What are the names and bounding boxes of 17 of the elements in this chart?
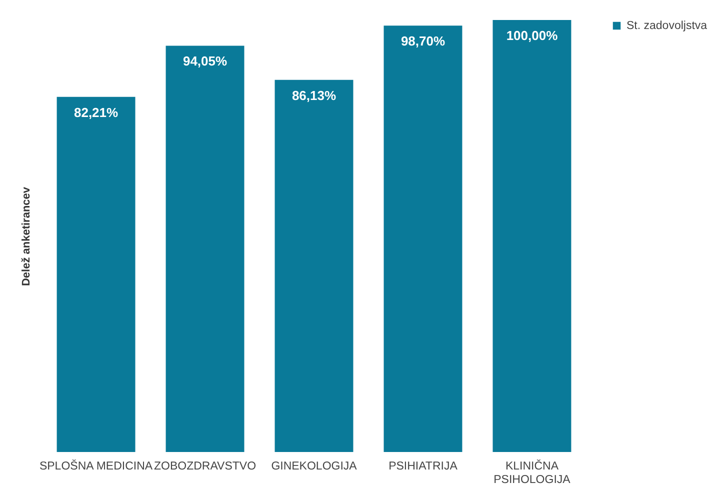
data-label: 82,21% [74, 104, 119, 120]
data-label: 86,13% [292, 88, 336, 103]
x-tick-label: GINEKOLOGIJA [271, 460, 358, 472]
data-label: 94,05% [182, 54, 228, 69]
legend-label: St. zadovoljstva [626, 20, 708, 32]
x-tick-label: PSIHIATRIJA [388, 460, 458, 472]
y-axis-title: Delež anketirancev [20, 186, 32, 286]
bar [492, 20, 572, 452]
x-tick-label: ZOBOZDRAVSTVO [154, 460, 256, 472]
x-tick-label: KLINIČNA PSIHOLOGIJA [494, 458, 571, 486]
bar [384, 26, 462, 452]
bar [274, 80, 354, 452]
bar [166, 46, 244, 452]
x-tick-label: SPLOŠNA MEDICINA [39, 458, 153, 472]
data-label: 98,70% [400, 34, 446, 49]
bar [56, 96, 136, 452]
data-label: 100,00% [506, 28, 558, 43]
